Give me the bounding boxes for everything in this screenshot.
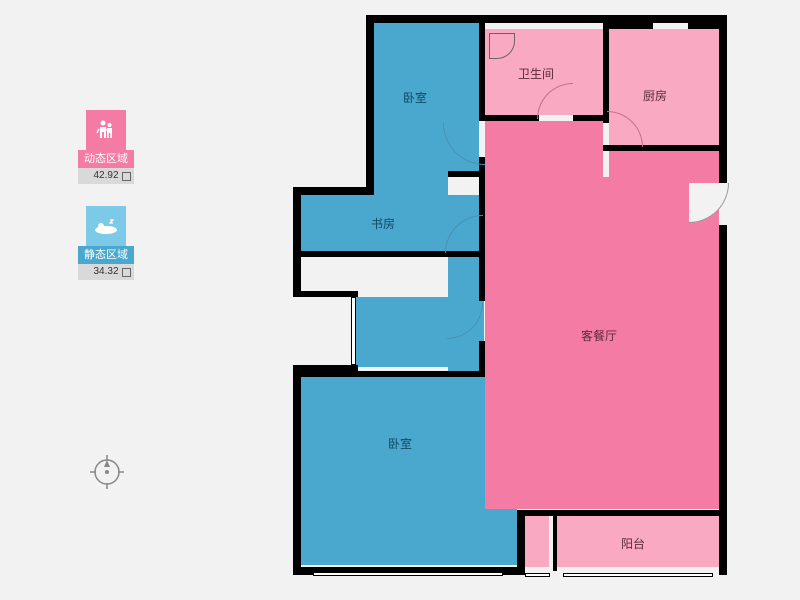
wall (301, 371, 485, 377)
window (563, 573, 713, 577)
legend-static: 静态区域 34.32 (78, 206, 134, 280)
label-bathroom: 卫生间 (518, 65, 554, 82)
legend-static-label: 静态区域 (78, 246, 134, 264)
wall (293, 365, 301, 575)
wall (448, 171, 485, 177)
label-bedroom2: 卧室 (388, 435, 412, 452)
room-balcony2 (525, 516, 549, 567)
wall (603, 23, 653, 29)
wall (479, 251, 485, 301)
wall (293, 187, 374, 195)
sleep-icon (93, 216, 119, 236)
wall (517, 515, 525, 575)
wall (293, 291, 358, 297)
floor-plan: 卧室 书房 卧室 卫生间 厨房 客餐厅 阳台 (293, 15, 731, 585)
static-icon-tile (86, 206, 126, 246)
window (525, 573, 550, 577)
wall (293, 187, 301, 297)
legend-static-value: 34.32 (78, 264, 134, 280)
wall (479, 15, 609, 21)
legend-dynamic-label: 动态区域 (78, 150, 134, 168)
room-hall (485, 121, 603, 177)
label-study: 书房 (371, 215, 395, 232)
dynamic-icon-tile (86, 110, 126, 150)
label-kitchen: 厨房 (643, 87, 667, 104)
window (351, 297, 356, 365)
legend-dynamic-value: 42.92 (78, 168, 134, 184)
label-balcony: 阳台 (621, 535, 645, 552)
people-icon (94, 118, 118, 142)
label-living: 客餐厅 (581, 327, 617, 344)
legend-dynamic: 动态区域 42.92 (78, 110, 134, 184)
wall (479, 15, 485, 115)
wall (479, 115, 539, 121)
wall (688, 23, 723, 29)
legend: 动态区域 42.92 静态区域 34.32 (78, 110, 134, 302)
room-living-top (609, 151, 719, 179)
window (313, 572, 503, 576)
door-arc (689, 183, 729, 223)
compass-icon (90, 455, 124, 494)
wall (719, 225, 727, 525)
wall (517, 510, 727, 516)
wall (553, 515, 557, 571)
wall (573, 115, 609, 121)
room-bedroom1-lip (374, 172, 448, 196)
wall (603, 23, 609, 123)
wall (719, 15, 727, 185)
label-bedroom1: 卧室 (403, 89, 427, 106)
wall (366, 15, 374, 195)
